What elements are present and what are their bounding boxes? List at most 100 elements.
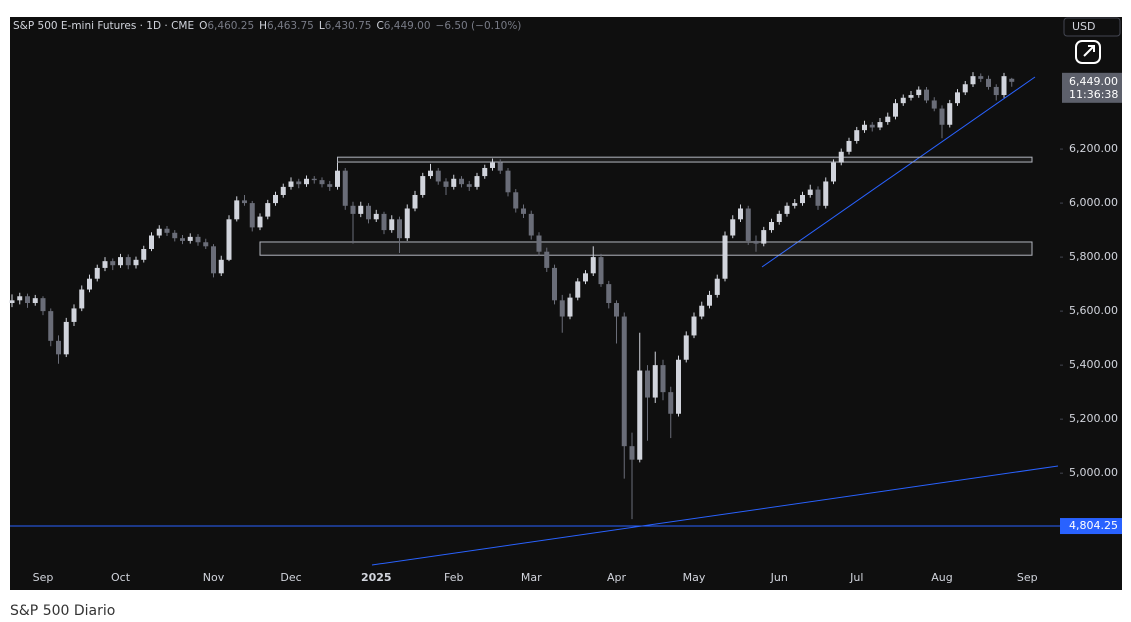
currency-box[interactable] xyxy=(1063,17,1121,37)
candle-body xyxy=(528,213,534,236)
candle-body xyxy=(350,205,356,214)
candle-body xyxy=(79,289,85,309)
candle-body xyxy=(854,130,860,141)
trendline xyxy=(371,465,1059,566)
candle-body xyxy=(102,261,108,268)
ohlc-key: O xyxy=(199,20,207,32)
candle-body xyxy=(738,208,743,220)
candle-body xyxy=(474,176,480,187)
candle-body xyxy=(71,308,77,322)
ohlc-value: 6,430.75 xyxy=(325,20,372,32)
ohlc-value: 6,449.00 xyxy=(384,20,431,32)
candle-body xyxy=(993,86,999,96)
x-tick-label: May xyxy=(683,571,706,584)
candle-body xyxy=(110,261,116,266)
candle-body xyxy=(885,116,891,123)
candle-body xyxy=(133,259,139,266)
candle-body xyxy=(327,184,333,187)
candle-body xyxy=(288,181,294,187)
candle-body xyxy=(56,340,61,355)
candle-body xyxy=(48,311,54,341)
candle-body xyxy=(792,203,798,206)
candle-body xyxy=(893,103,898,117)
candle-body xyxy=(978,76,984,79)
candle-body xyxy=(536,235,542,252)
y-tick-label: 5,800.00 xyxy=(1069,250,1118,263)
x-tick-label: Jul xyxy=(849,571,863,584)
candle-body xyxy=(389,219,395,231)
candle-body xyxy=(366,205,371,220)
caption: S&P 500 Diario xyxy=(10,603,115,619)
candle-body xyxy=(373,213,379,220)
candle-body xyxy=(211,246,216,274)
candle-body xyxy=(668,392,674,414)
candle-body xyxy=(311,178,317,181)
currency: USD xyxy=(1072,20,1096,33)
candle-body xyxy=(544,251,550,268)
candle-body xyxy=(412,194,418,209)
y-tick-label: 5,200.00 xyxy=(1069,412,1118,425)
candle-body xyxy=(451,178,457,187)
candle-body xyxy=(497,162,503,171)
candle-body xyxy=(769,221,774,231)
candle-body xyxy=(986,78,991,87)
x-tick-label: Mar xyxy=(521,571,542,584)
candle-body xyxy=(335,170,340,187)
candle-body xyxy=(707,294,712,306)
candle-body xyxy=(629,446,635,460)
x-tick-label: Apr xyxy=(607,571,627,584)
candle-body xyxy=(730,219,736,236)
candle-body xyxy=(753,240,759,244)
candle-body xyxy=(32,298,38,304)
y-tick-label: 5,400.00 xyxy=(1069,358,1118,371)
candle-body xyxy=(9,300,15,304)
candle-body xyxy=(955,92,960,104)
x-tick-label: 2025 xyxy=(361,571,392,584)
candle-body xyxy=(459,178,464,185)
candle-body xyxy=(645,370,650,398)
x-tick-label: Feb xyxy=(444,571,463,584)
candle-body xyxy=(296,181,302,185)
candle-body xyxy=(614,303,619,317)
candle-body xyxy=(149,235,154,250)
candle-body xyxy=(660,365,666,393)
x-tick-label: Nov xyxy=(203,571,225,584)
ohlc-value: 6,460.25 xyxy=(207,20,254,32)
chart-background xyxy=(10,17,1122,590)
candle-body xyxy=(443,181,449,187)
price-label: 4,804.25 xyxy=(1069,519,1118,532)
candle-body xyxy=(916,89,922,96)
candle-body xyxy=(800,194,805,204)
candle-body xyxy=(823,181,829,206)
candle-body xyxy=(838,151,844,163)
candle-body xyxy=(691,316,697,336)
candle-body xyxy=(490,162,495,168)
x-tick-label: Sep xyxy=(1017,571,1038,584)
candle-body xyxy=(862,124,867,131)
candle-body xyxy=(94,267,100,279)
ohlc-key: C xyxy=(376,20,383,32)
candle-body xyxy=(877,122,883,128)
candle-body xyxy=(342,170,348,206)
candle-body xyxy=(815,189,821,206)
candle-body xyxy=(970,76,976,85)
candle-body xyxy=(226,219,232,260)
candle-body xyxy=(358,205,364,214)
x-tick-label: Sep xyxy=(33,571,54,584)
candle-body xyxy=(676,359,681,414)
chart-title: S&P 500 E-mini Futures · 1D · CME xyxy=(13,20,194,32)
candle-body xyxy=(939,108,945,125)
ohlc-value: 6,463.75 xyxy=(267,20,314,32)
y-tick-label: 5,000.00 xyxy=(1069,466,1118,479)
candle-body xyxy=(466,184,472,187)
candle-body xyxy=(722,235,728,279)
last-price-box xyxy=(1062,72,1122,103)
candle-body xyxy=(621,316,627,447)
candle-body xyxy=(908,95,914,98)
x-tick-label: Aug xyxy=(931,571,952,584)
candle-body xyxy=(583,273,588,282)
candle-body xyxy=(87,278,92,290)
external-link-icon[interactable] xyxy=(1075,40,1101,64)
